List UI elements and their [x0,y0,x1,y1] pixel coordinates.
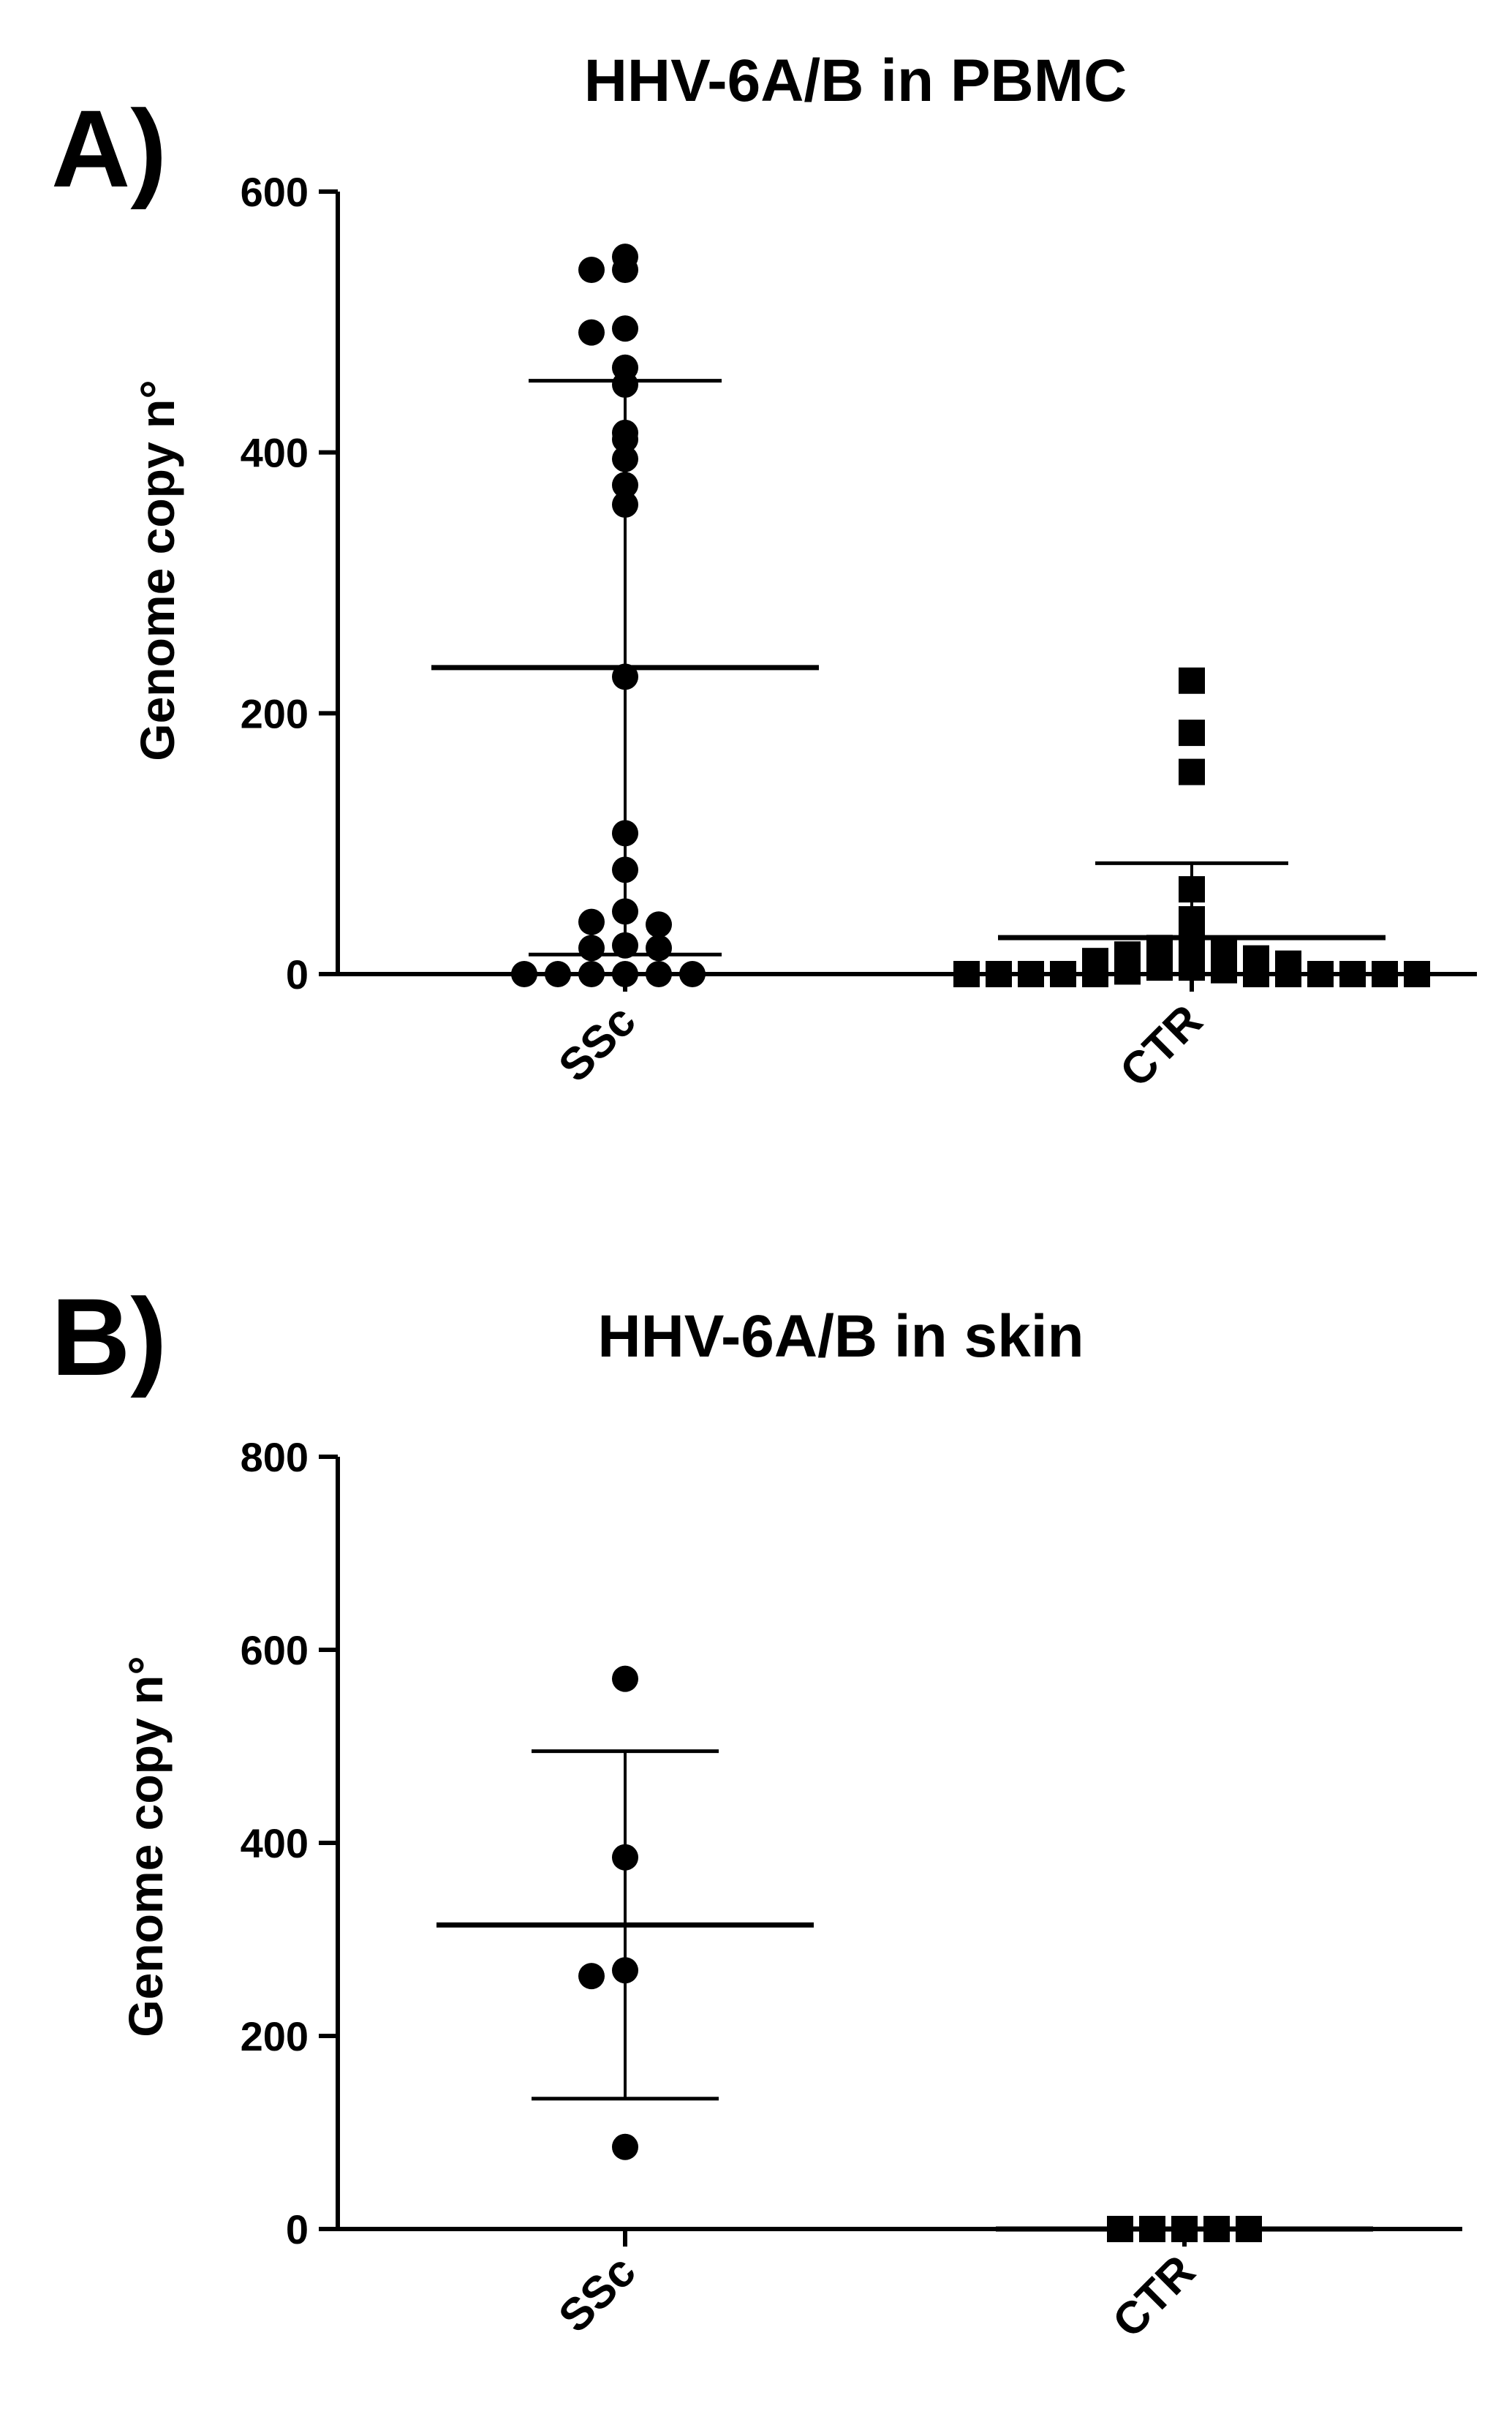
panel-a-ssc-point [646,911,672,938]
panel-a-ctr-point [953,961,980,987]
panel-a-ctr-point [1339,961,1366,987]
panel-a-marks [431,244,1430,987]
panel-b-y-tick-label: 0 [286,2206,309,2252]
panel-b-y-tick-label: 400 [241,1820,309,1866]
panel-a-ssc-point [679,961,706,987]
panel-a-ssc-point [612,257,638,283]
panel-b-y-axis-label: Genome copy n° [118,1656,173,2037]
panel-a-title: HHV-6A/B in PBMC [584,48,1127,114]
panel-a-ctr-point [1372,961,1398,987]
panel-a-ssc-point [578,908,605,935]
panel-a-category-label-ctr: CTR [1111,995,1212,1097]
panel-a-series-ssc [431,244,819,987]
panel-a-y-tick-label: 600 [241,169,309,215]
panel-b-marks [436,1665,1373,2242]
panel-a-ssc-point [545,961,571,987]
panel-a: A) HHV-6A/B in PBMC Genome copy n° 0 200 4… [51,48,1477,1097]
panel-a-axes: 0 200 400 600 [241,169,1477,997]
panel-a-ctr-point [1307,961,1334,987]
panel-a-ssc-point [646,935,672,962]
panel-b-title: HHV-6A/B in skin [597,1303,1084,1370]
panel-a-letter: A) [51,87,167,210]
panel-b-series-ssc [436,1665,814,2160]
panel-a-y-tick-label: 400 [241,430,309,476]
panel-a-ssc-point [578,961,605,987]
panel-b-ssc-point [612,1665,638,1692]
panel-a-ctr-point [1050,961,1076,987]
panel-a-ssc-point [578,935,605,962]
panel-a-y-tick-label: 0 [286,951,309,997]
panel-a-ctr-point [986,961,1012,987]
panel-b-series-ctr [996,2216,1373,2242]
panel-b-letter: B) [51,1275,167,1398]
panel-a-ctr-point [1179,720,1205,747]
panel-b-y-tick-label: 600 [241,1627,309,1673]
panel-a-ssc-point [578,257,605,283]
panel-a-ssc-point [612,315,638,342]
panel-a-ctr-point [1404,961,1430,987]
panel-a-ctr-point [1179,667,1205,694]
panel-b-axes: 0 200 400 600 800 [241,1434,1462,2252]
panel-a-ssc-point [612,961,638,987]
panel-a-ctr-point [1018,961,1044,987]
panel-a-series-ctr [953,667,1430,987]
panel-a-ctr-point [1179,758,1205,785]
panel-a-ctr-point [1146,954,1173,981]
panel-b-ssc-point [578,1963,605,1990]
panel-a-y-tick-label: 200 [241,690,309,736]
panel-b-y-tick-label: 200 [241,2013,309,2059]
panel-a-ctr-point [1114,958,1141,985]
panel-b-y-tick-label: 800 [241,1434,309,1480]
panel-a-category-label-ssc: SSc [549,995,646,1092]
panel-b: B) HHV-6A/B in skin Genome copy n° 0 200 4… [51,1275,1462,2347]
panel-a-ssc-point [511,961,537,987]
panel-b-category-label-ctr: CTR [1103,2246,1205,2347]
panel-b-ssc-point [612,2133,638,2160]
panel-a-ssc-point [578,319,605,346]
panel-a-y-axis-label: Genome copy n° [130,380,184,761]
panel-a-ctr-point [1211,957,1237,984]
panel-b-category-label-ssc: SSc [549,2246,646,2342]
panel-a-ssc-point [646,961,672,987]
